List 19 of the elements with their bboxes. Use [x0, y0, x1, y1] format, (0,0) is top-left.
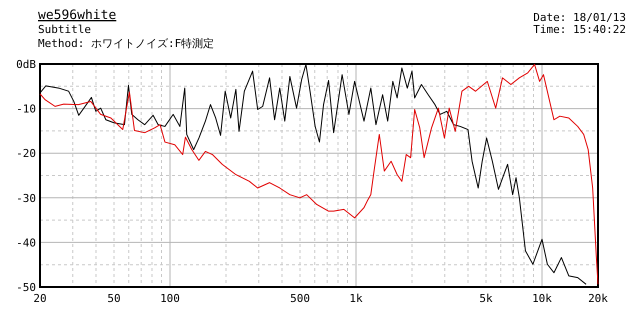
chart-subtitle: Subtitle — [38, 23, 91, 36]
text: Date: 18/01/13 — [533, 11, 626, 24]
x-tick-label: 50 — [107, 292, 121, 305]
y-tick-label: -50 — [16, 281, 36, 294]
x-tick-label: 20 — [33, 292, 47, 305]
x-tick-label: 500 — [290, 292, 310, 305]
y-tick-label: 0dB — [16, 58, 36, 71]
y-tick-label: -30 — [16, 192, 36, 205]
chart-title: we596white — [38, 8, 116, 23]
y-tick-label: -10 — [16, 102, 36, 116]
y-tick-label: -40 — [16, 236, 36, 250]
x-tick-label: 100 — [160, 292, 180, 305]
x-tick-label: 20k — [588, 292, 608, 305]
y-tick-label: -20 — [16, 147, 36, 160]
x-tick-label: 1k — [349, 292, 364, 305]
text: Method: ホワイトノイズ:F特測定 — [38, 37, 214, 50]
text: Time: 15:40:22 — [533, 23, 626, 36]
x-tick-label: 5k — [479, 292, 494, 305]
x-tick-label: 10k — [532, 292, 552, 305]
